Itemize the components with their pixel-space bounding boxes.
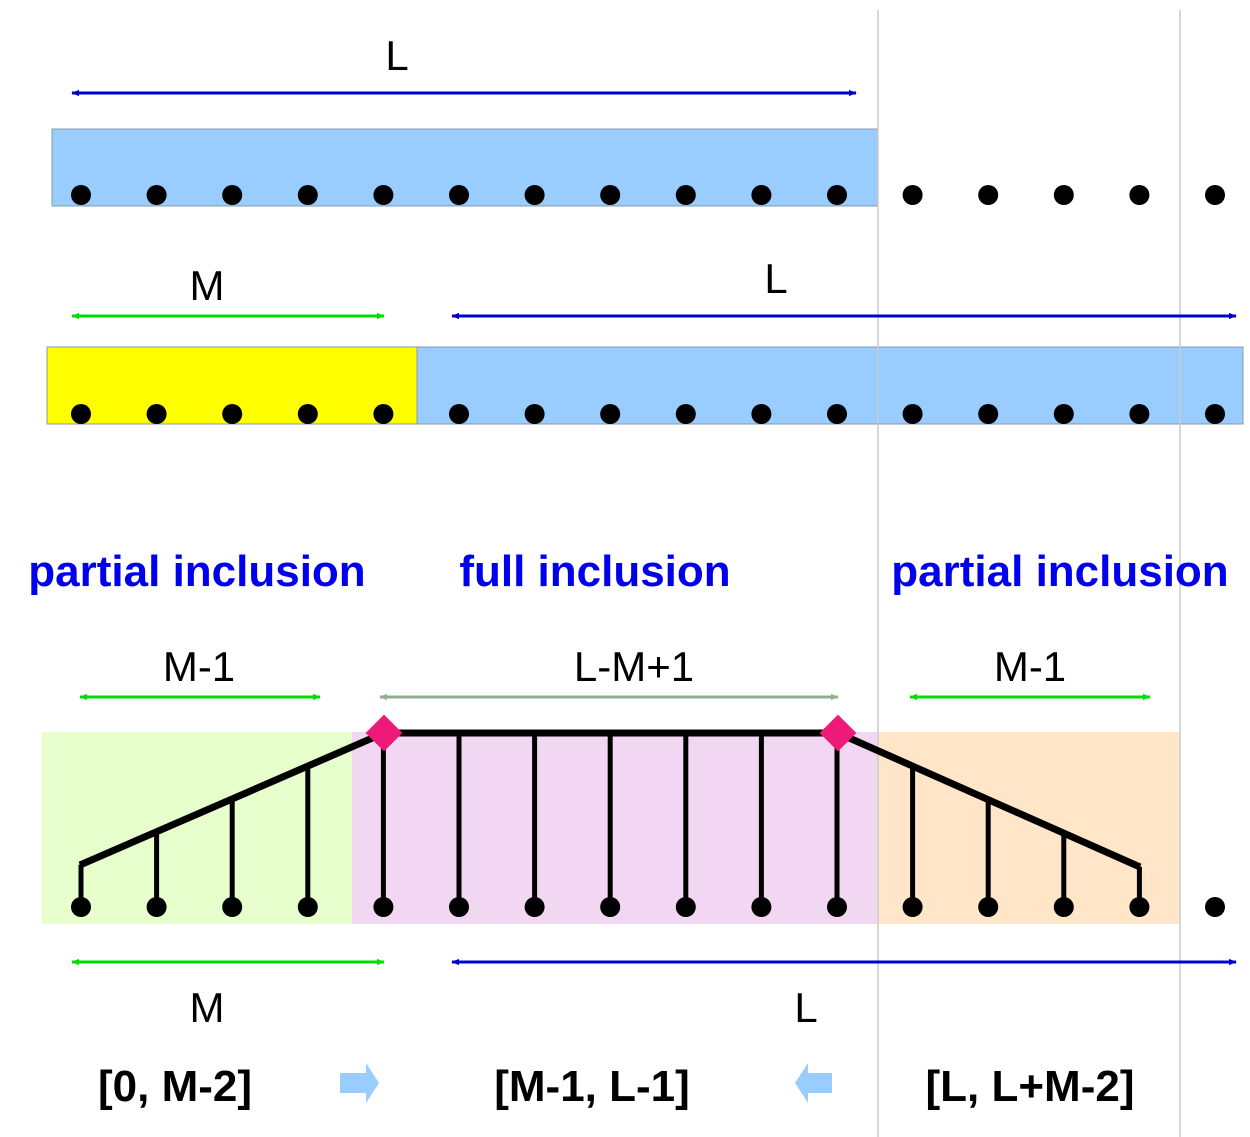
row1-sample-dot	[978, 185, 999, 205]
row2-M-label: M	[190, 262, 225, 309]
row3-sample-dot	[751, 897, 772, 917]
row2-sample-dot	[449, 404, 469, 424]
row1-sample-dot	[449, 185, 469, 205]
row3-sample-dot	[675, 897, 696, 917]
right-pointing-arrow	[340, 1063, 379, 1103]
row3-sample-dot	[373, 897, 394, 917]
row2-sample-dot	[902, 404, 923, 424]
row1-sample-dot	[1205, 185, 1225, 205]
section-right-title: partial inclusion	[891, 547, 1228, 596]
row3-sample-dot	[1053, 897, 1074, 917]
range-mid-label: [M-1, L-1]	[494, 1062, 690, 1111]
row1-sample-dot	[751, 185, 772, 205]
right-partial-region	[878, 732, 1180, 924]
full-inclusion-end-marker	[819, 714, 857, 752]
section-mid-title: full inclusion	[459, 547, 730, 596]
overlap-stems	[78, 733, 1142, 907]
full-inclusion-start-marker	[365, 714, 403, 752]
row3-sample-dot	[600, 897, 621, 917]
range-left-label: [0, M-2]	[98, 1062, 252, 1111]
row3-sample-dot	[978, 897, 999, 917]
row3-sample-dot	[449, 897, 469, 917]
row1-L-label: L	[385, 32, 408, 79]
row2-sample-dot	[1205, 404, 1225, 424]
row1-sample-dot	[600, 185, 621, 205]
row1-sample-dot	[373, 185, 394, 205]
bottom-L-label: L	[794, 984, 817, 1031]
row1-sample-dot	[524, 185, 545, 205]
range-right-label: [L, L+M-2]	[926, 1062, 1135, 1111]
row3-samples	[71, 897, 1225, 917]
row1-sample-dot	[902, 185, 923, 205]
row2-sample-dot	[71, 404, 91, 424]
row1-sample-dot	[71, 185, 91, 205]
row2-sample-dot	[751, 404, 772, 424]
row1-sample-dot	[297, 185, 318, 205]
left-partial-region	[42, 732, 352, 924]
row1-sample-dot	[675, 185, 696, 205]
left-pointing-arrow	[795, 1063, 832, 1103]
row3-sample-dot	[146, 897, 167, 917]
full-inclusion-region	[352, 732, 878, 924]
row2-sample-dot	[524, 404, 545, 424]
row3-sample-dot	[1205, 897, 1225, 917]
row3-sample-dot	[71, 897, 91, 917]
row2-sample-dot	[675, 404, 696, 424]
row2-samples	[71, 404, 1225, 424]
row1-sample-dot	[827, 185, 847, 205]
row1-sample-dot	[1053, 185, 1074, 205]
section-left-title: partial inclusion	[28, 547, 365, 596]
row1-sample-dot	[222, 185, 243, 205]
row1-sample-dot	[146, 185, 167, 205]
span-mid-label: L-M+1	[574, 643, 694, 690]
span-left-label: M-1	[163, 643, 235, 690]
row2-sample-dot	[297, 404, 318, 424]
bottom-M-label: M	[190, 984, 225, 1031]
row2-sample-dot	[222, 404, 243, 424]
row2-L-label: L	[764, 255, 787, 302]
row3-sample-dot	[222, 897, 243, 917]
row1-sample-dot	[1129, 185, 1150, 205]
row3-sample-dot	[524, 897, 545, 917]
row3-sample-dot	[902, 897, 923, 917]
row1-samples	[71, 185, 1225, 205]
row2-sample-dot	[146, 404, 167, 424]
row2-sample-dot	[1129, 404, 1150, 424]
row2-sample-dot	[373, 404, 394, 424]
row2-sample-dot	[1053, 404, 1074, 424]
row2-sample-dot	[827, 404, 847, 424]
row2-sample-dot	[978, 404, 999, 424]
span-right-label: M-1	[994, 643, 1066, 690]
row3-sample-dot	[1129, 897, 1150, 917]
row3-sample-dot	[827, 897, 847, 917]
row3-sample-dot	[297, 897, 318, 917]
row2-sample-dot	[600, 404, 621, 424]
